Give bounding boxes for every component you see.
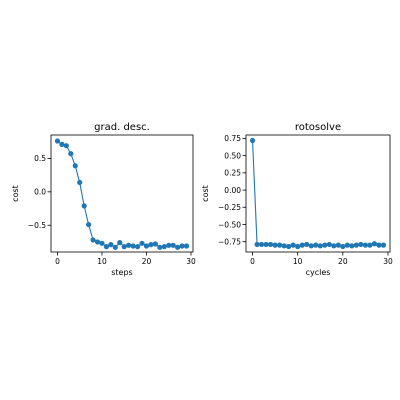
data-point xyxy=(344,242,350,248)
y-tick-label: 0.50 xyxy=(224,151,241,160)
data-point xyxy=(54,138,61,144)
data-point xyxy=(175,244,181,250)
data-point xyxy=(183,243,190,249)
data-point xyxy=(353,242,359,248)
data-point xyxy=(308,243,314,249)
data-point xyxy=(277,242,283,248)
x-tick-label: 20 xyxy=(142,257,152,266)
data-point xyxy=(331,243,337,249)
y-axis-label: cost xyxy=(11,185,20,202)
x-tick-label: 30 xyxy=(186,257,196,266)
data-point xyxy=(139,240,145,246)
data-point xyxy=(148,242,154,248)
data-point xyxy=(77,179,83,186)
x-axis-label: cycles xyxy=(306,268,331,277)
data-point xyxy=(63,143,69,149)
data-point xyxy=(90,237,96,243)
y-tick-label: 0.5 xyxy=(34,154,46,163)
data-point xyxy=(295,243,301,250)
data-point xyxy=(121,244,127,250)
data-point xyxy=(362,242,368,248)
y-tick-label: 0.75 xyxy=(224,134,241,143)
y-tick-label: 0.0 xyxy=(34,188,46,197)
data-point xyxy=(258,241,265,248)
y-tick-label: 0.00 xyxy=(224,186,241,195)
data-point xyxy=(249,137,256,144)
data-point xyxy=(263,241,269,248)
data-point xyxy=(86,221,92,228)
data-point xyxy=(152,241,158,247)
data-point xyxy=(59,141,65,147)
data-point xyxy=(179,243,185,249)
data-point xyxy=(108,242,114,248)
y-tick-label: −0.50 xyxy=(218,220,241,229)
chart-title: grad. desc. xyxy=(94,122,150,133)
data-point xyxy=(170,242,176,248)
data-point xyxy=(254,241,260,248)
data-point xyxy=(161,244,167,250)
data-point xyxy=(81,203,87,209)
data-point xyxy=(286,243,292,250)
data-point xyxy=(349,243,355,249)
data-point xyxy=(299,242,305,248)
y-axis-label: cost xyxy=(201,185,210,202)
data-point xyxy=(376,242,382,248)
data-point xyxy=(117,240,123,246)
data-point xyxy=(313,242,319,248)
x-tick-label: 0 xyxy=(55,257,60,266)
data-point xyxy=(272,242,278,248)
axes-frame xyxy=(50,134,194,253)
x-axis-label: steps xyxy=(111,268,132,277)
data-point xyxy=(68,151,74,157)
data-point xyxy=(126,242,132,248)
data-point xyxy=(134,244,141,250)
axes-frame xyxy=(245,134,391,253)
data-point xyxy=(166,242,172,248)
data-point xyxy=(281,243,287,249)
data-point xyxy=(340,243,346,250)
x-tick-label: 10 xyxy=(97,257,107,266)
data-point xyxy=(268,241,274,248)
y-tick-label: −0.75 xyxy=(218,237,241,246)
data-point xyxy=(157,244,163,250)
data-point xyxy=(130,243,136,249)
data-point xyxy=(304,241,310,248)
data-point xyxy=(143,243,150,249)
data-point xyxy=(322,242,328,248)
data-point xyxy=(72,163,78,169)
x-tick-label: 10 xyxy=(293,257,303,266)
data-point xyxy=(380,242,387,248)
data-point xyxy=(367,242,373,248)
chart-title: rotosolve xyxy=(295,122,341,133)
data-point xyxy=(94,239,101,245)
x-tick-label: 30 xyxy=(383,257,393,266)
data-point xyxy=(358,241,364,248)
data-point xyxy=(99,240,105,246)
data-point xyxy=(317,243,323,249)
y-tick-label: 0.25 xyxy=(224,169,241,178)
chart-grad-desc: grad. desc. 0 10 20 30 −0.5 0.0 0.5 steps cost xyxy=(11,122,196,277)
x-tick-label: 20 xyxy=(338,257,348,266)
data-point xyxy=(103,244,110,250)
data-point xyxy=(371,241,378,247)
data-point xyxy=(335,242,341,248)
y-tick-label: −0.5 xyxy=(28,221,46,230)
data-point xyxy=(112,244,118,250)
data-point xyxy=(326,241,332,248)
data-point xyxy=(290,242,296,248)
chart-rotosolve: rotosolve 0 10 20 30 −0.75 −0.50 −0.25 0.00 0.25 0… xyxy=(201,122,393,277)
y-tick-label: −0.25 xyxy=(218,203,241,212)
x-tick-label: 0 xyxy=(250,257,255,266)
